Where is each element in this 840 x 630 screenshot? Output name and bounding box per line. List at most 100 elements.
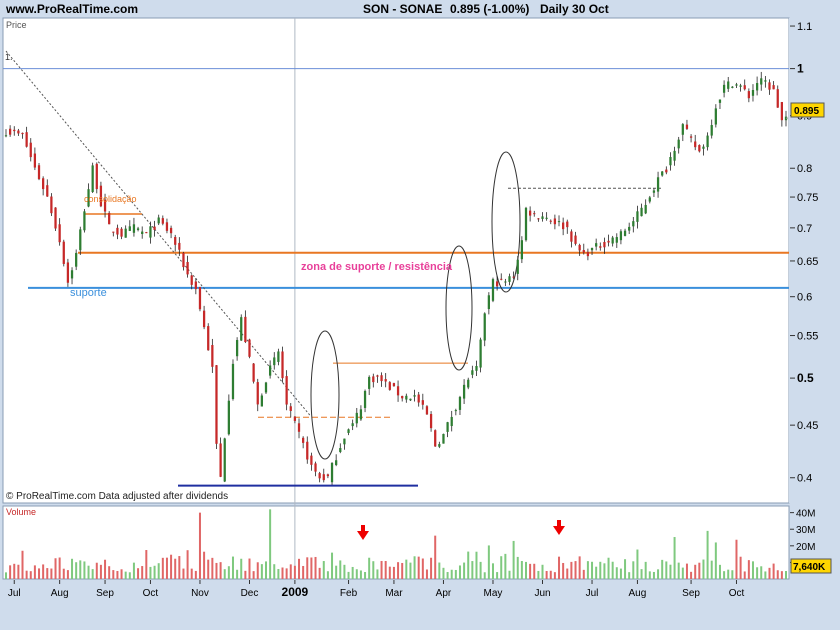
volume-bar	[190, 568, 193, 579]
candle-body	[4, 135, 8, 137]
candle-body	[58, 224, 61, 243]
volume-bar	[611, 561, 614, 579]
candle-body	[359, 409, 363, 420]
volume-bar	[231, 556, 234, 579]
candle-body	[128, 226, 131, 231]
x-tick-label: Sep	[96, 588, 114, 599]
candle-body	[396, 386, 400, 396]
x-tick-label: Feb	[340, 588, 358, 599]
volume-bar	[269, 509, 272, 579]
candle-body	[661, 171, 664, 176]
volume-bar	[392, 566, 395, 579]
candle-body	[780, 102, 784, 121]
candle-body	[116, 227, 119, 235]
volume-bar	[99, 564, 102, 579]
volume-bar	[467, 551, 470, 579]
candle-body	[178, 242, 181, 250]
candle-body	[21, 132, 24, 135]
candle-body	[462, 384, 466, 399]
candle-body	[70, 270, 74, 279]
candle-body	[434, 430, 437, 447]
candle-body	[62, 241, 65, 264]
candle-body	[755, 83, 759, 91]
candle-body	[157, 217, 160, 224]
volume-bar	[54, 558, 57, 579]
candle-body	[388, 382, 391, 390]
volume-bar	[46, 568, 49, 579]
volume-bar	[409, 562, 412, 579]
candle-body	[718, 99, 722, 103]
candle-body	[112, 231, 115, 233]
price-axis	[789, 18, 837, 503]
candle-body	[615, 237, 618, 243]
candle-body	[541, 216, 544, 219]
volume-bar	[780, 571, 783, 579]
last-price-value: 0.895	[794, 106, 819, 117]
candle-body	[706, 135, 709, 148]
candle-body	[590, 247, 594, 251]
volume-bar	[71, 558, 74, 579]
volume-bar	[434, 535, 437, 579]
volume-bar	[298, 558, 301, 579]
volume-bar	[380, 560, 383, 579]
volume-bar	[223, 569, 226, 579]
candle-body	[665, 169, 668, 173]
candle-body	[87, 189, 90, 207]
candle-body	[198, 287, 202, 310]
volume-bar	[644, 561, 647, 579]
y-tick-label: 0.6	[797, 292, 812, 304]
candle-body	[524, 207, 528, 241]
volume-bar	[661, 559, 664, 579]
candle-body	[652, 190, 656, 193]
candle-body	[512, 276, 515, 278]
candle-body	[409, 398, 412, 401]
volume-bar	[776, 570, 779, 579]
volume-panel-label: Volume	[6, 507, 36, 517]
candle-body	[747, 91, 750, 99]
volume-bar	[42, 564, 45, 579]
candle-body	[669, 157, 672, 166]
candle-body	[545, 217, 548, 219]
candle-body	[549, 220, 552, 222]
y-tick-label: 0.5	[797, 371, 814, 385]
candle-body	[731, 86, 734, 88]
volume-bar	[198, 512, 201, 579]
y-tick-label: 0.65	[797, 256, 818, 268]
volume-bar	[9, 565, 12, 579]
candle-body	[326, 474, 330, 477]
volume-bar	[331, 552, 334, 579]
candle-body	[487, 295, 490, 310]
volume-bar	[62, 568, 65, 579]
site-name[interactable]: www.ProRealTime.com	[6, 2, 139, 16]
volume-bar	[669, 564, 672, 579]
candle-body	[611, 237, 614, 244]
quote-value: 0.895 (-1.00%)	[450, 2, 530, 16]
volume-bar	[586, 561, 589, 579]
volume-bar	[760, 566, 763, 579]
volume-bar	[75, 562, 78, 579]
arrow-down-icon	[357, 525, 369, 540]
candle-body	[562, 222, 565, 230]
candle-body	[202, 310, 206, 328]
volume-bar	[500, 556, 503, 579]
candle-body	[302, 437, 305, 443]
candle-body	[743, 85, 746, 90]
candle-body	[528, 210, 532, 216]
candle-body	[632, 221, 635, 227]
volume-bar	[50, 568, 53, 579]
candle-body	[574, 235, 577, 244]
volume-bar	[595, 566, 598, 579]
candle-body	[108, 212, 111, 225]
volume-bar	[318, 567, 321, 579]
volume-bar	[537, 570, 540, 579]
volume-bar	[207, 559, 210, 579]
volume-bar	[475, 551, 478, 579]
breakout-ellipse	[445, 245, 473, 371]
volume-bar	[174, 558, 177, 579]
x-tick-label: Apr	[436, 588, 452, 599]
volume-bar	[236, 569, 239, 579]
volume-bar	[397, 562, 400, 579]
volume-bar	[335, 565, 338, 579]
annotation-lines	[3, 50, 789, 487]
